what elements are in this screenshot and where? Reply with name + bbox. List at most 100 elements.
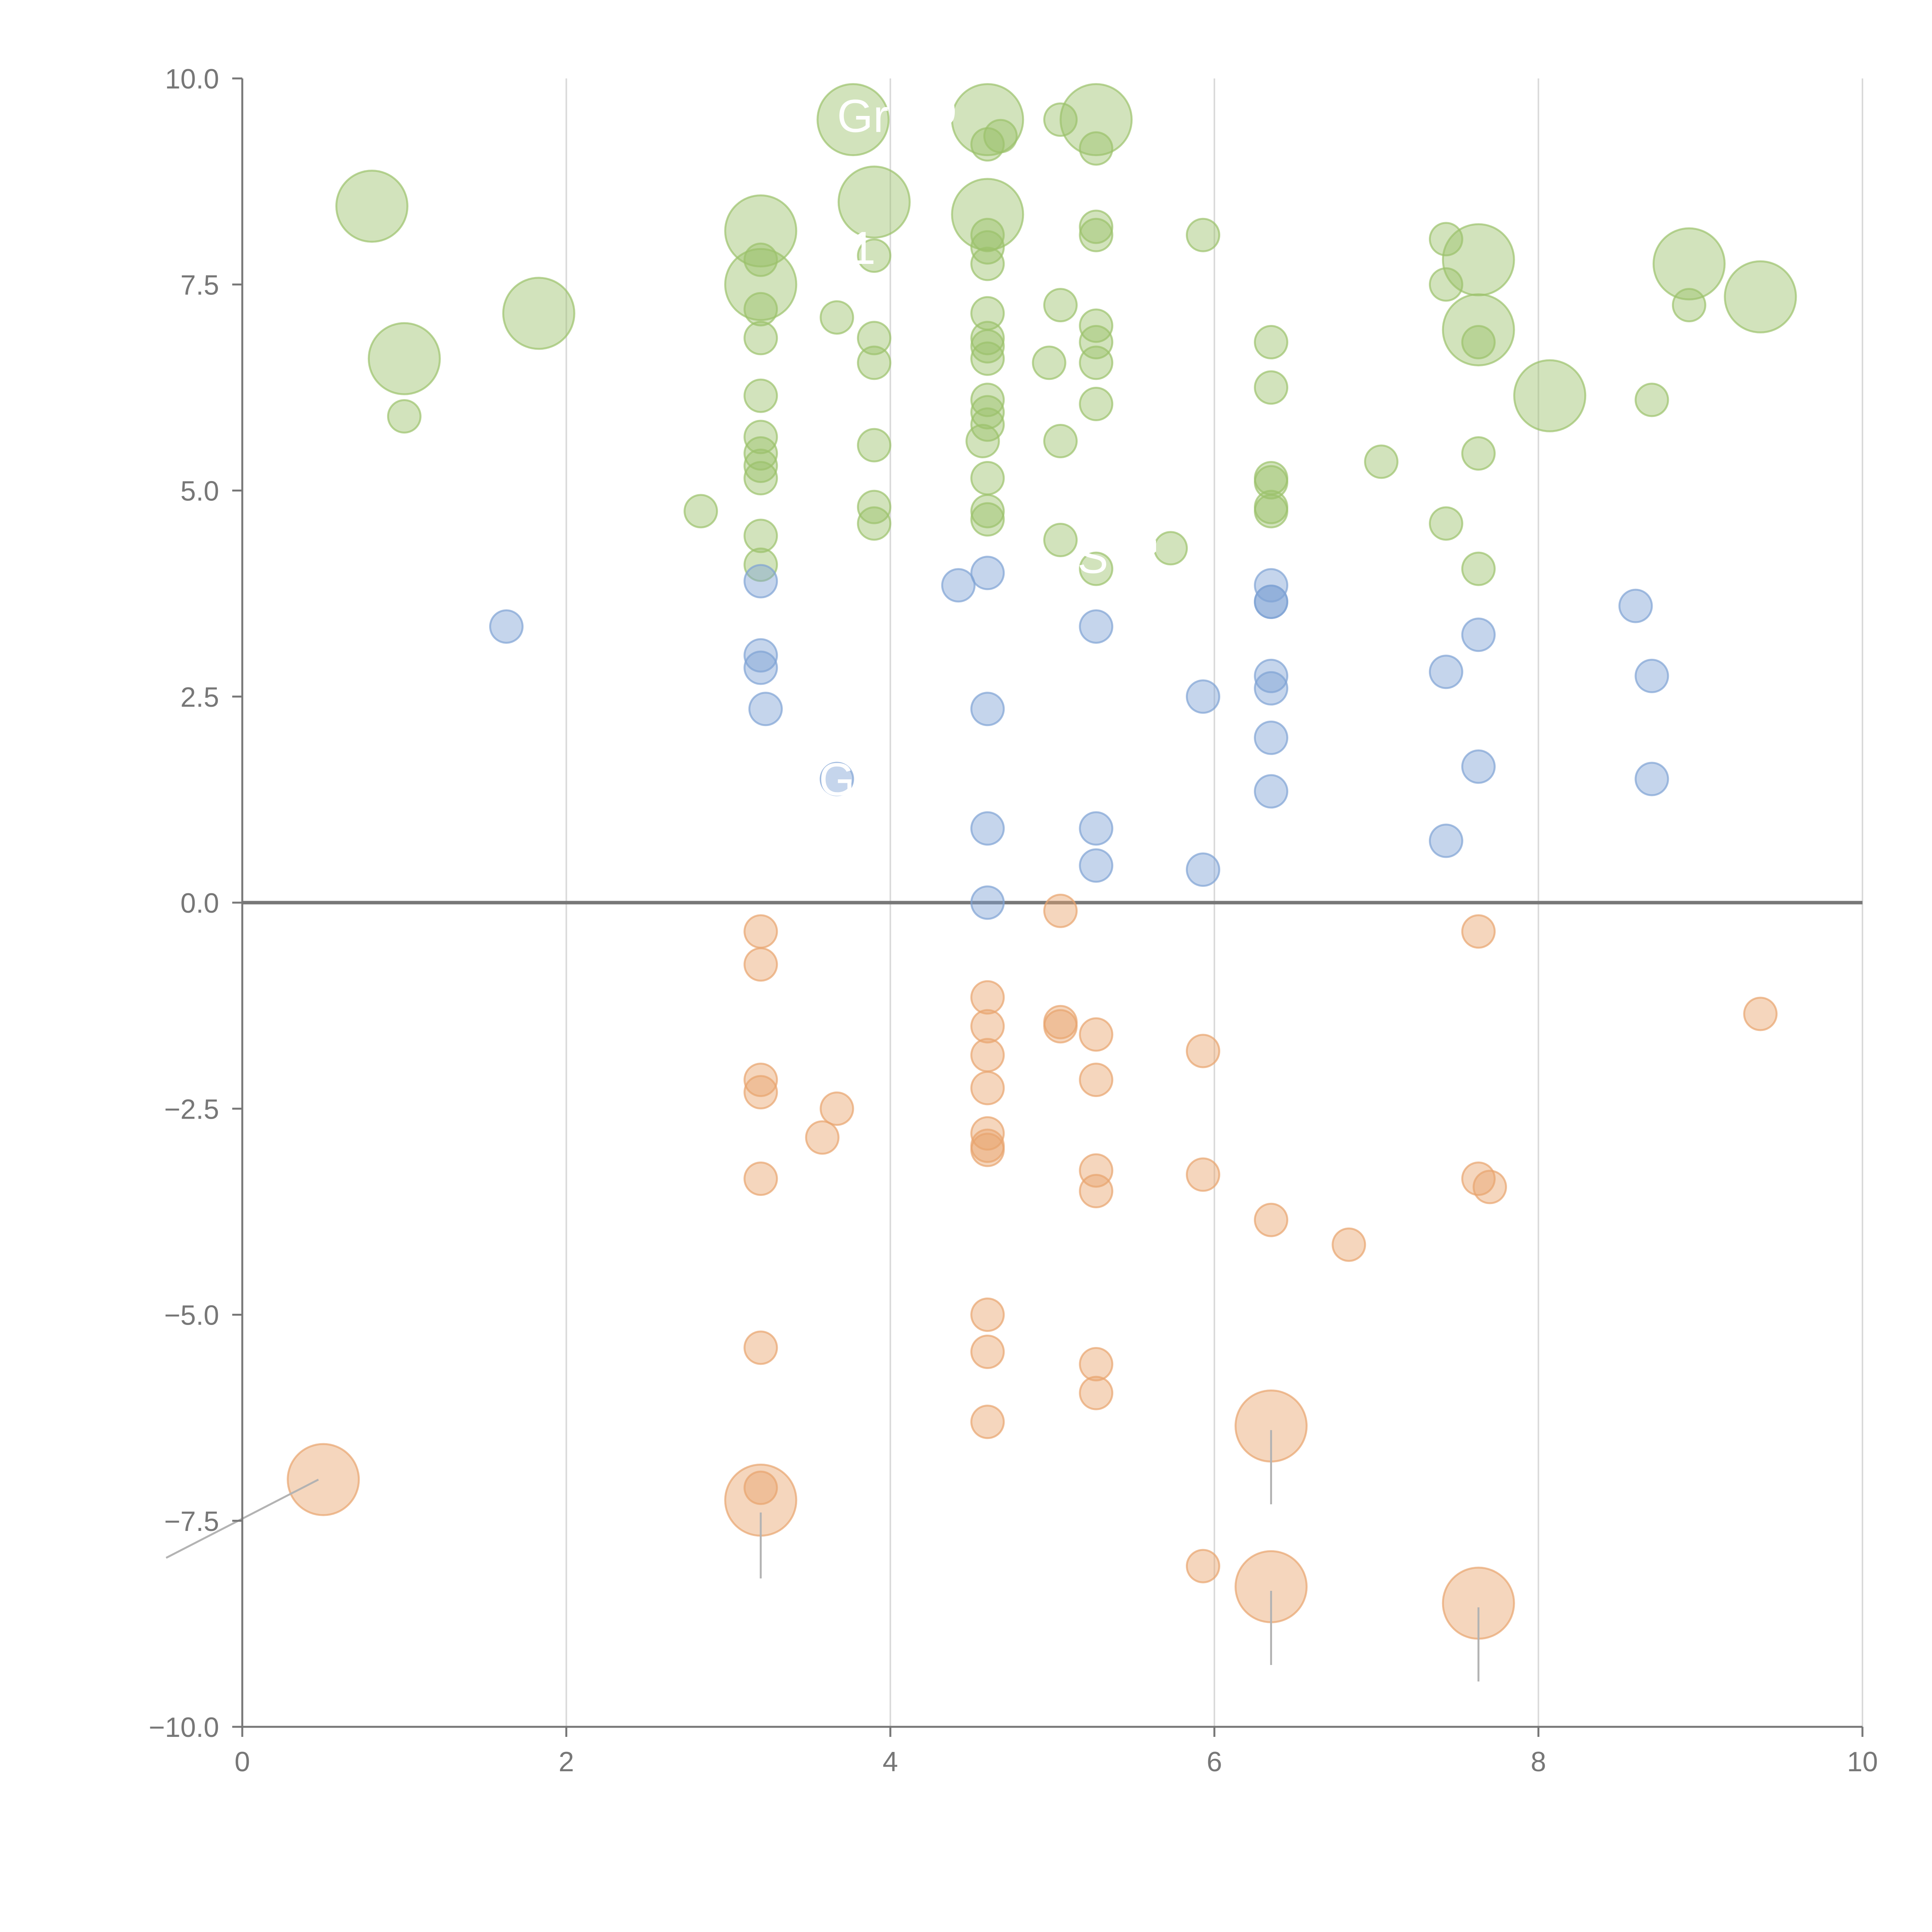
y-tick-label: 2.5: [180, 682, 219, 713]
bubble-green: [1634, 383, 1669, 417]
bubble-orange: [970, 1298, 1005, 1332]
bubble-green: [743, 519, 778, 553]
bubble-blue: [743, 650, 778, 685]
bubble-orange: [970, 1334, 1005, 1369]
bubble-blue: [1185, 852, 1220, 887]
bubble-green: [1442, 293, 1515, 367]
bubble-green: [1079, 131, 1114, 166]
bubble-orange: [970, 1405, 1005, 1439]
overlay-label: p: [931, 82, 957, 134]
bubble-orange: [743, 947, 778, 982]
bubble-blue: [1461, 617, 1496, 652]
bubble-green: [1429, 222, 1463, 257]
bubble-green: [743, 321, 778, 355]
bubble-orange: [743, 914, 778, 949]
bubble-orange: [743, 1162, 778, 1196]
bubble-green: [1254, 465, 1289, 500]
bubble-green: [970, 321, 1005, 355]
bubble-green: [951, 178, 1024, 251]
x-tick-label: 10: [1847, 1747, 1878, 1777]
bubble-orange: [1079, 1347, 1114, 1381]
bubble-green: [502, 277, 575, 350]
bubble-orange: [1254, 1202, 1289, 1237]
overlay-label: S: [1077, 531, 1108, 583]
bubble-orange: [1043, 1009, 1078, 1044]
bubble-green: [1429, 267, 1463, 302]
bubble-orange: [1079, 1017, 1114, 1052]
bubble-green: [1153, 531, 1188, 566]
bubble-orange: [743, 1075, 778, 1110]
bubble-blue: [1254, 584, 1289, 619]
bubble-green: [970, 494, 1005, 529]
bubble-green: [820, 300, 854, 335]
overlay-label: G: [1123, 515, 1159, 566]
bubble-green: [857, 321, 891, 355]
bubble-blue: [743, 564, 778, 599]
bubble-green: [965, 424, 1000, 459]
bubble-orange: [1461, 914, 1496, 949]
bubble-green: [743, 449, 778, 483]
bubble-green: [1442, 223, 1515, 296]
bubble-blue: [1254, 774, 1289, 809]
bubble-blue: [1079, 848, 1114, 883]
bubble-blue: [1254, 720, 1289, 755]
bubble-blue: [1618, 588, 1653, 623]
x-tick-label: 8: [1531, 1747, 1546, 1777]
bubble-green: [1079, 551, 1114, 586]
bubble-green: [1461, 325, 1496, 360]
bubble-green: [970, 395, 1005, 430]
bubble-green: [1254, 494, 1289, 529]
bubble-green: [983, 119, 1018, 153]
y-tick-label: −2.5: [164, 1094, 219, 1125]
y-axis: −10.0 −7.5 −5.0 −2.5 0.0 2.5 5.0 7.5 10.0: [149, 64, 243, 1743]
bubble-green: [1079, 209, 1114, 244]
bubble-green: [1672, 288, 1706, 323]
bubble-green: [743, 461, 778, 496]
bubble-orange: [1743, 997, 1778, 1031]
bubble-blue: [1254, 658, 1289, 693]
bubble-blue: [1079, 811, 1114, 846]
bubble-blue: [489, 609, 524, 644]
bubble-orange: [1079, 1174, 1114, 1209]
x-tick-label: 2: [559, 1747, 574, 1777]
bubble-blue: [941, 568, 976, 603]
bubble-green: [1429, 506, 1463, 541]
bubble-green: [1254, 325, 1289, 360]
bubble-green: [970, 218, 1005, 252]
bubble-blue: [1185, 679, 1220, 714]
bubble-green: [970, 341, 1005, 376]
overlay-label: Gr: [837, 90, 888, 142]
bubble-orange: [1079, 1153, 1114, 1188]
x-tick-label: 4: [883, 1747, 898, 1777]
bubble-green: [970, 502, 1005, 537]
bubble-blue: [1634, 762, 1669, 796]
bubble-blue: [1254, 671, 1289, 706]
bubble-green: [1513, 359, 1587, 432]
bubble-green: [743, 378, 778, 413]
overlay-label: 1: [850, 222, 876, 274]
bubble-green: [970, 461, 1005, 496]
bubble-green: [1032, 345, 1066, 380]
bubble-green: [1185, 218, 1220, 252]
bubble-green: [1043, 522, 1078, 557]
bubble-blue: [1429, 655, 1463, 689]
series-green: [335, 83, 1797, 586]
bubble-blue: [748, 692, 783, 726]
bubble-orange: [743, 1063, 778, 1097]
bubble-orange: [287, 1443, 360, 1516]
bubble-green: [724, 248, 798, 321]
bubble-blue: [820, 762, 854, 796]
overlay-label: G: [819, 754, 855, 806]
bubble-green: [724, 194, 798, 268]
bubble-green: [1461, 551, 1496, 586]
bubble-green: [743, 436, 778, 471]
bubble-orange: [1185, 1034, 1220, 1068]
bubble-orange: [1332, 1227, 1366, 1262]
bubble-green: [857, 238, 891, 273]
bubble-orange: [1079, 1063, 1114, 1097]
y-tick-label: −10.0: [149, 1712, 219, 1743]
bubble-orange: [1043, 893, 1078, 928]
bubble-green: [367, 322, 441, 395]
bubbles-layer: [287, 83, 1797, 1640]
